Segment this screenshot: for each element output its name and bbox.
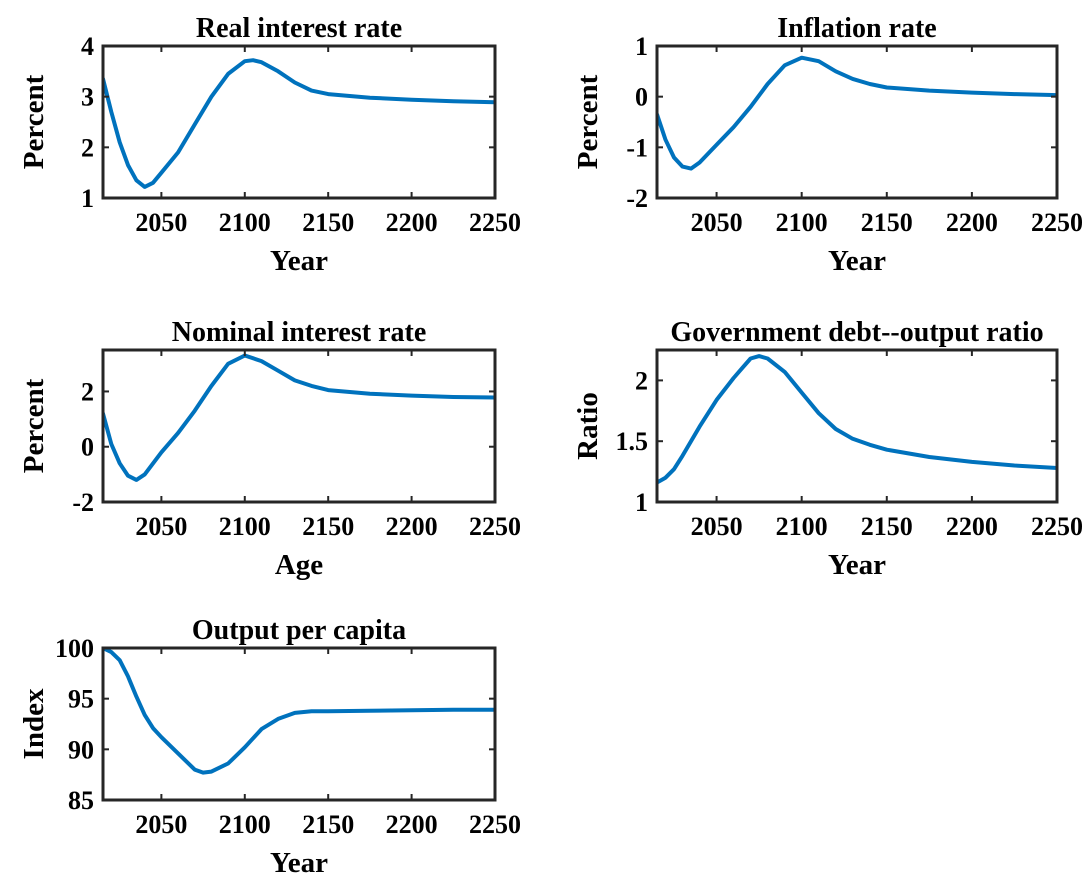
x-tick-label: 2250 (469, 512, 521, 541)
y-tick-label: -2 (72, 488, 94, 517)
plot-frame (101, 44, 497, 200)
chart-title: Output per capita (192, 615, 406, 646)
x-tick-label: 2150 (302, 512, 354, 541)
plot-frame (101, 646, 497, 802)
y-tick-label: 1 (635, 32, 648, 61)
chart-title: Nominal interest rate (172, 317, 427, 348)
x-tick-label: 2250 (469, 208, 521, 237)
chart-title: Inflation rate (777, 13, 936, 44)
y-tick-label: 90 (68, 735, 94, 764)
x-axis-label: Year (828, 245, 886, 277)
subplot-5: 2050 2100 2150 2200 2250 85 90 95 100 Output per … (18, 615, 521, 877)
x-tick-label: 2150 (861, 512, 913, 541)
subplot-3: 2050 2100 2150 2200 2250 -2 0 2 Nominal interest… (18, 317, 521, 581)
x-axis-label: Year (270, 847, 328, 877)
y-tick-label: -1 (626, 133, 648, 162)
x-tick-label: 2100 (219, 512, 271, 541)
plot-frame (101, 348, 497, 504)
x-tick-label: 2100 (219, 810, 271, 839)
x-tick-label: 2250 (469, 810, 521, 839)
series-line (103, 353, 495, 482)
x-axis-label: Year (828, 549, 886, 581)
y-tick-label: 3 (81, 83, 94, 112)
x-tick-label: 2200 (386, 810, 438, 839)
chart-title: Real interest rate (196, 13, 402, 44)
x-tick-label: 2050 (135, 208, 187, 237)
chart-title: Government debt--output ratio (670, 317, 1043, 348)
y-tick-label: 100 (55, 634, 94, 663)
y-tick-label: 4 (81, 32, 94, 61)
x-tick-label: 2100 (219, 208, 271, 237)
x-tick-label: 2150 (302, 208, 354, 237)
plot-frame (655, 348, 1059, 504)
y-tick-label: 0 (635, 83, 648, 112)
series-line (103, 58, 495, 189)
x-tick-label: 2200 (946, 208, 998, 237)
x-tick-label: 2050 (691, 208, 743, 237)
subplot-1: 2050 2100 2150 2200 2250 1 2 3 4 Real interest ra… (18, 13, 521, 277)
plot-frame (655, 44, 1059, 200)
y-tick-label: 2 (81, 133, 94, 162)
y-tick-label: 1 (635, 488, 648, 517)
y-axis-label: Percent (18, 378, 50, 473)
x-tick-label: 2150 (302, 810, 354, 839)
y-tick-label: 0 (81, 433, 94, 462)
y-axis-label: Index (18, 688, 50, 759)
x-axis-label: Year (270, 245, 328, 277)
x-tick-label: 2200 (386, 208, 438, 237)
x-tick-label: 2250 (1031, 208, 1083, 237)
x-tick-label: 2100 (776, 208, 828, 237)
x-tick-label: 2150 (861, 208, 913, 237)
x-tick-label: 2050 (691, 512, 743, 541)
series-line (657, 354, 1057, 485)
series-line (657, 55, 1057, 171)
y-tick-label: 1.5 (616, 427, 649, 456)
series-line (103, 648, 495, 775)
y-axis-label: Ratio (572, 392, 604, 460)
y-axis-label: Percent (572, 74, 604, 169)
y-tick-label: -2 (626, 184, 648, 213)
x-tick-label: 2200 (946, 512, 998, 541)
x-axis-label: Age (275, 549, 323, 581)
x-tick-label: 2050 (135, 810, 187, 839)
y-tick-label: 1 (81, 184, 94, 213)
subplot-4: 2050 2100 2150 2200 2250 1 1.5 2 Government debt… (572, 317, 1083, 581)
subplot-2: 2050 2100 2150 2200 2250 -2 -1 0 1 Inflation rate… (572, 13, 1083, 277)
y-axis-label: Percent (18, 74, 50, 169)
y-tick-label: 85 (68, 786, 94, 815)
x-tick-label: 2050 (135, 512, 187, 541)
y-tick-label: 2 (635, 366, 648, 395)
x-tick-label: 2200 (386, 512, 438, 541)
y-tick-label: 2 (81, 377, 94, 406)
y-tick-label: 95 (68, 685, 94, 714)
x-tick-label: 2100 (776, 512, 828, 541)
x-tick-label: 2250 (1031, 512, 1083, 541)
